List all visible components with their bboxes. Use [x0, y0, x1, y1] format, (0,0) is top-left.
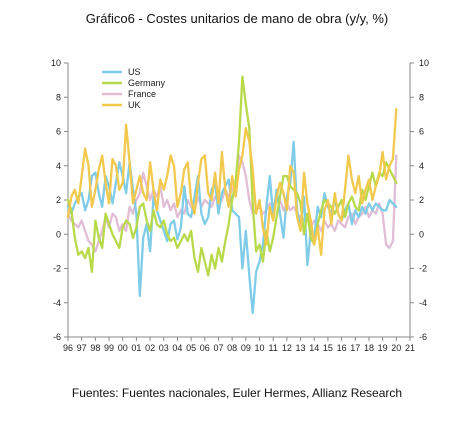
y-tick-label-left: 8	[56, 92, 61, 102]
x-tick-label: 14	[309, 343, 319, 353]
x-tick-label: 97	[77, 343, 87, 353]
x-tick-label: 98	[90, 343, 100, 353]
y-tick-label-left: 6	[56, 127, 61, 137]
x-tick-label: 12	[282, 343, 292, 353]
x-tick-label: 09	[241, 343, 251, 353]
legend-label-us: US	[128, 67, 141, 77]
y-tick-label-right: 10	[419, 58, 429, 68]
x-tick-label: 17	[350, 343, 360, 353]
x-tick-label: 00	[118, 343, 128, 353]
y-tick-label-left: 4	[56, 161, 61, 171]
legend-label-france: France	[128, 89, 156, 99]
x-tick-label: 08	[227, 343, 237, 353]
y-tick-label-left: -6	[53, 332, 61, 342]
x-tick-label: 04	[172, 343, 182, 353]
y-tick-label-right: -2	[419, 264, 427, 274]
y-tick-label-left: -4	[53, 298, 61, 308]
y-tick-label-right: 0	[419, 229, 424, 239]
legend-label-uk: UK	[128, 100, 141, 110]
axes-group: 10 108 86 64 42 20 0-2 -2-4 -4-6 -696 97 98 99 00 01 02…	[51, 58, 429, 353]
y-tick-label-left: -2	[53, 264, 61, 274]
series-layer	[66, 75, 398, 315]
x-tick-label: 20	[391, 343, 401, 353]
x-tick-label: 13	[296, 343, 306, 353]
source-note: Fuentes: Fuentes nacionales, Euler Herme…	[71, 386, 403, 400]
series-line-france	[66, 154, 398, 253]
x-tick-label: 06	[200, 343, 210, 353]
x-tick-label: 03	[159, 343, 169, 353]
x-tick-label: 05	[186, 343, 196, 353]
y-tick-label-right: 2	[419, 195, 424, 205]
x-tick-label: 10	[255, 343, 265, 353]
y-tick-label-left: 10	[51, 58, 61, 68]
y-tick-label-right: 8	[419, 92, 424, 102]
x-tick-label: 15	[323, 343, 333, 353]
x-tick-label: 16	[337, 343, 347, 353]
x-tick-label: 96	[63, 343, 73, 353]
x-tick-label: 99	[104, 343, 114, 353]
x-tick-label: 01	[131, 343, 141, 353]
x-tick-label: 18	[364, 343, 374, 353]
y-tick-label-right: -4	[419, 298, 427, 308]
x-tick-label: 02	[145, 343, 155, 353]
y-tick-label-left: 0	[56, 229, 61, 239]
x-tick-label: 21	[405, 343, 415, 353]
y-tick-label-right: -6	[419, 332, 427, 342]
y-tick-label-right: 4	[419, 161, 424, 171]
x-tick-label: 11	[269, 343, 278, 353]
y-tick-label-right: 6	[419, 127, 424, 137]
y-tick-label-left: 2	[56, 195, 61, 205]
series-line-uk	[66, 108, 398, 256]
legend-label-germany: Germany	[128, 78, 166, 88]
x-tick-label: 19	[378, 343, 388, 353]
series-line-germany	[66, 75, 398, 277]
chart-title: Gráfico6 - Costes unitarios de mano de o…	[85, 11, 389, 26]
x-tick-label: 07	[213, 343, 223, 353]
